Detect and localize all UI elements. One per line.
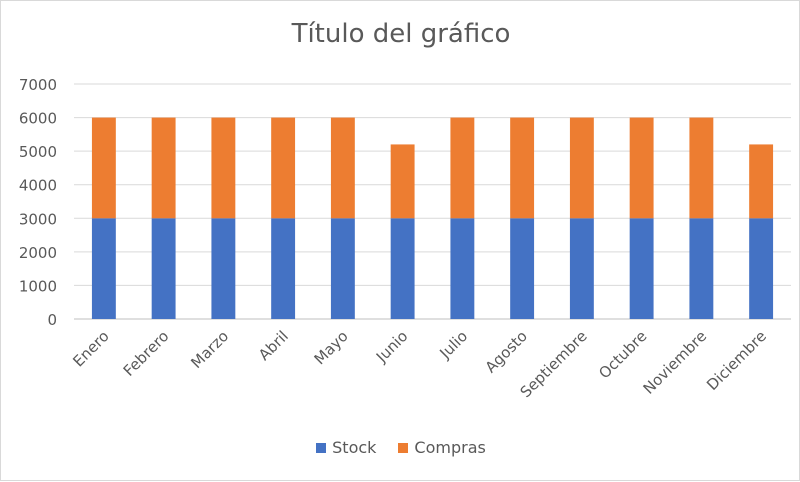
bar-compras-junio <box>390 144 415 219</box>
bar-compras-octubre <box>629 117 654 219</box>
legend-swatch-stock <box>316 442 327 453</box>
x-tick-label: Febrero <box>120 327 173 380</box>
x-tick-label: Enero <box>69 327 112 370</box>
legend-label-stock: Stock <box>332 438 377 457</box>
legend: Stock Compras <box>1 438 800 457</box>
bar-stock-abril <box>271 218 296 319</box>
x-tick-label: Julio <box>436 327 472 363</box>
bar-stock-junio <box>390 218 415 319</box>
y-tick-label: 4000 <box>19 177 57 195</box>
bar-compras-diciembre <box>749 144 774 219</box>
y-tick-label: 5000 <box>19 143 57 161</box>
bar-compras-agosto <box>510 117 535 219</box>
legend-item-stock: Stock <box>316 438 376 457</box>
y-tick-label: 0 <box>47 311 57 329</box>
x-tick-label: Agosto <box>482 327 531 376</box>
x-tick-label: Diciembre <box>703 327 770 394</box>
y-tick-label: 6000 <box>19 110 57 128</box>
x-tick-label: Abril <box>255 327 292 364</box>
bar-stock-febrero <box>151 218 176 319</box>
x-tick-label: Junio <box>372 327 411 366</box>
bar-compras-noviembre <box>689 117 714 219</box>
bar-compras-julio <box>450 117 475 219</box>
bar-stock-octubre <box>629 218 654 319</box>
bar-stock-marzo <box>211 218 236 319</box>
bar-compras-septiembre <box>569 117 594 219</box>
legend-item-compras: Compras <box>398 438 486 457</box>
bar-compras-mayo <box>330 117 355 219</box>
bar-stock-noviembre <box>689 218 714 319</box>
y-tick-label: 2000 <box>19 244 57 262</box>
bar-stock-septiembre <box>569 218 594 319</box>
bar-compras-enero <box>91 117 116 219</box>
bar-stock-enero <box>91 218 116 319</box>
bar-stock-diciembre <box>749 218 774 319</box>
x-tick-label: Noviembre <box>640 327 711 398</box>
x-tick-label: Mayo <box>311 327 352 368</box>
chart-title: Título del gráfico <box>291 19 511 49</box>
y-tick-label: 1000 <box>19 277 57 295</box>
legend-label-compras: Compras <box>414 438 486 457</box>
x-tick-label: Octubre <box>595 327 650 382</box>
bar-compras-febrero <box>151 117 176 219</box>
y-tick-label: 3000 <box>19 210 57 228</box>
bar-compras-abril <box>271 117 296 219</box>
bar-compras-marzo <box>211 117 236 219</box>
bar-stock-agosto <box>510 218 535 319</box>
legend-swatch-compras <box>398 442 409 453</box>
x-tick-label: Marzo <box>187 327 232 372</box>
bar-stock-mayo <box>330 218 355 319</box>
y-tick-label: 7000 <box>19 76 57 94</box>
bar-stock-julio <box>450 218 475 319</box>
